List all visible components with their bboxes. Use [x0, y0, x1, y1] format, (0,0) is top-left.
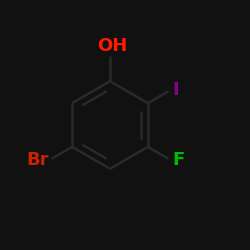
Text: Br: Br [26, 151, 48, 169]
Text: OH: OH [98, 37, 128, 55]
Text: F: F [172, 151, 184, 169]
Text: I: I [172, 81, 179, 99]
